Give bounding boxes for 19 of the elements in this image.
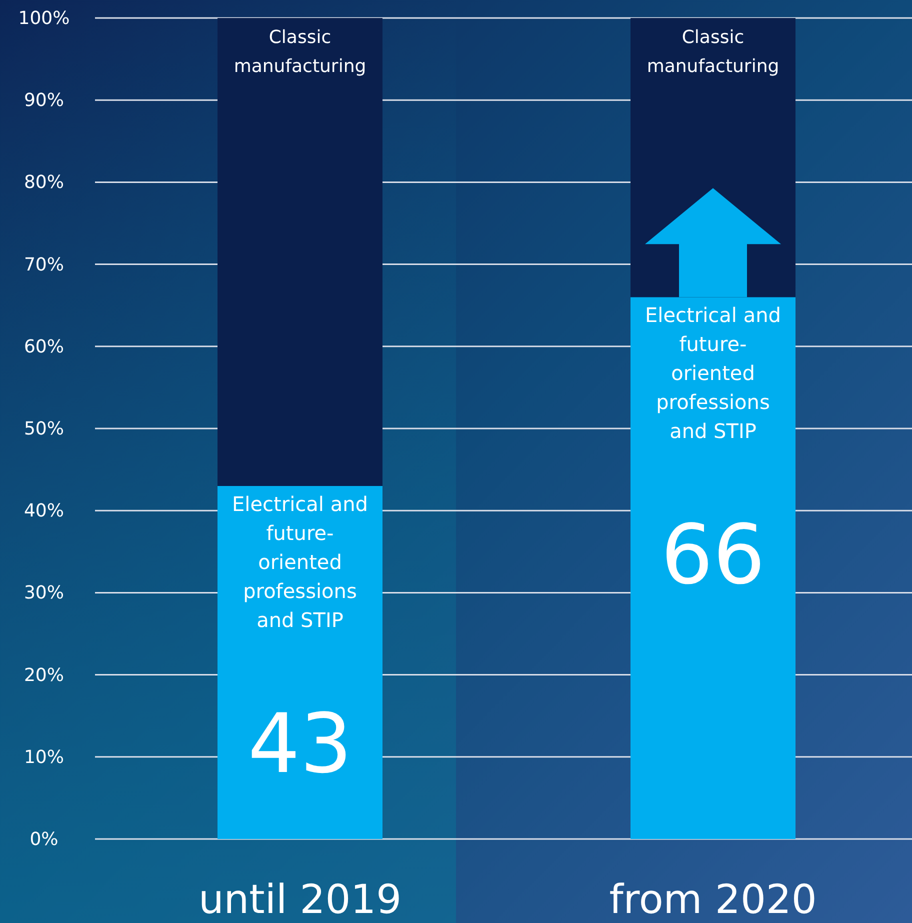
y-tick-label: 0% (30, 829, 58, 850)
y-tick-label: 90% (24, 90, 64, 112)
y-tick-label: 60% (24, 336, 64, 358)
y-tick-label: 50% (24, 418, 64, 440)
data-label: 43 (248, 696, 352, 792)
y-tick-label: 30% (24, 582, 64, 604)
y-tick-label: 40% (24, 500, 64, 522)
y-tick-label: 10% (24, 746, 64, 768)
y-tick-label: 100% (18, 8, 70, 29)
series-label: Classic manufacturing (234, 27, 366, 77)
data-label: 66 (660, 508, 766, 604)
series-label: Electrical and future-oriented professions and STIP (232, 492, 368, 632)
text: Classic manufacturing (646, 27, 780, 77)
y-tick-label: 70% (24, 254, 64, 276)
y-tick-label: 80% (24, 172, 64, 194)
text: Electrical and future-oriented professions and STIP (645, 303, 781, 444)
y-tick-label: 20% (24, 664, 64, 686)
x-tick-label: from 2020 (609, 877, 817, 923)
x-tick-label: until 2019 (198, 877, 402, 923)
